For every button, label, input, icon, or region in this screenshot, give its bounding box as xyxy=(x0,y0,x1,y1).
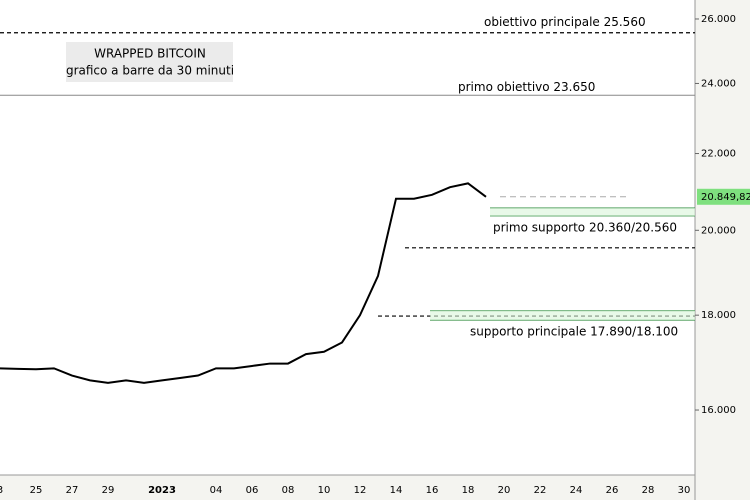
last-price-box xyxy=(697,188,750,205)
x-tick-label: 3 xyxy=(0,485,3,496)
x-tick-label: 12 xyxy=(354,485,367,496)
price-line xyxy=(0,182,487,384)
x-axis-panel xyxy=(0,475,695,500)
y-tick-label: 22.000 xyxy=(701,149,736,160)
last-price-label: 20.849,82 xyxy=(701,192,750,203)
title-box xyxy=(66,42,233,82)
x-tick-label: 04 xyxy=(210,485,223,496)
x-tick-label: 06 xyxy=(246,485,259,496)
x-tick-label: 22 xyxy=(534,485,547,496)
x-tick-label: 2023 xyxy=(148,485,176,496)
x-tick-label: 10 xyxy=(318,485,331,496)
x-tick-label: 20 xyxy=(498,485,511,496)
y-tick-label: 26.000 xyxy=(701,14,736,25)
y-axis-panel xyxy=(695,0,750,500)
level-label: obiettivo principale 25.560 xyxy=(484,15,646,29)
y-tick-label: 16.000 xyxy=(701,405,736,416)
chart-title: WRAPPED BITCOIN xyxy=(94,47,206,61)
x-tick-label: 25 xyxy=(30,485,43,496)
x-tick-label: 18 xyxy=(462,485,475,496)
level-label: primo obiettivo 23.650 xyxy=(458,80,595,94)
x-tick-label: 30 xyxy=(678,485,691,496)
support-zone xyxy=(490,208,695,216)
level-label: primo supporto 20.360/20.560 xyxy=(493,220,677,234)
x-tick-label: 29 xyxy=(102,485,115,496)
y-tick-label: 18.000 xyxy=(701,310,736,321)
x-tick-label: 27 xyxy=(66,485,79,496)
x-tick-label: 14 xyxy=(390,485,403,496)
chart-subtitle: grafico a barre da 30 minuti xyxy=(66,64,234,78)
y-tick-label: 24.000 xyxy=(701,78,736,89)
x-tick-label: 28 xyxy=(642,485,655,496)
level-label: supporto principale 17.890/18.100 xyxy=(470,325,678,339)
x-tick-label: 16 xyxy=(426,485,439,496)
x-tick-label: 08 xyxy=(282,485,295,496)
x-tick-label: 26 xyxy=(606,485,619,496)
y-tick-label: 20.000 xyxy=(701,225,736,236)
x-tick-label: 24 xyxy=(570,485,583,496)
support-zone xyxy=(430,310,695,321)
